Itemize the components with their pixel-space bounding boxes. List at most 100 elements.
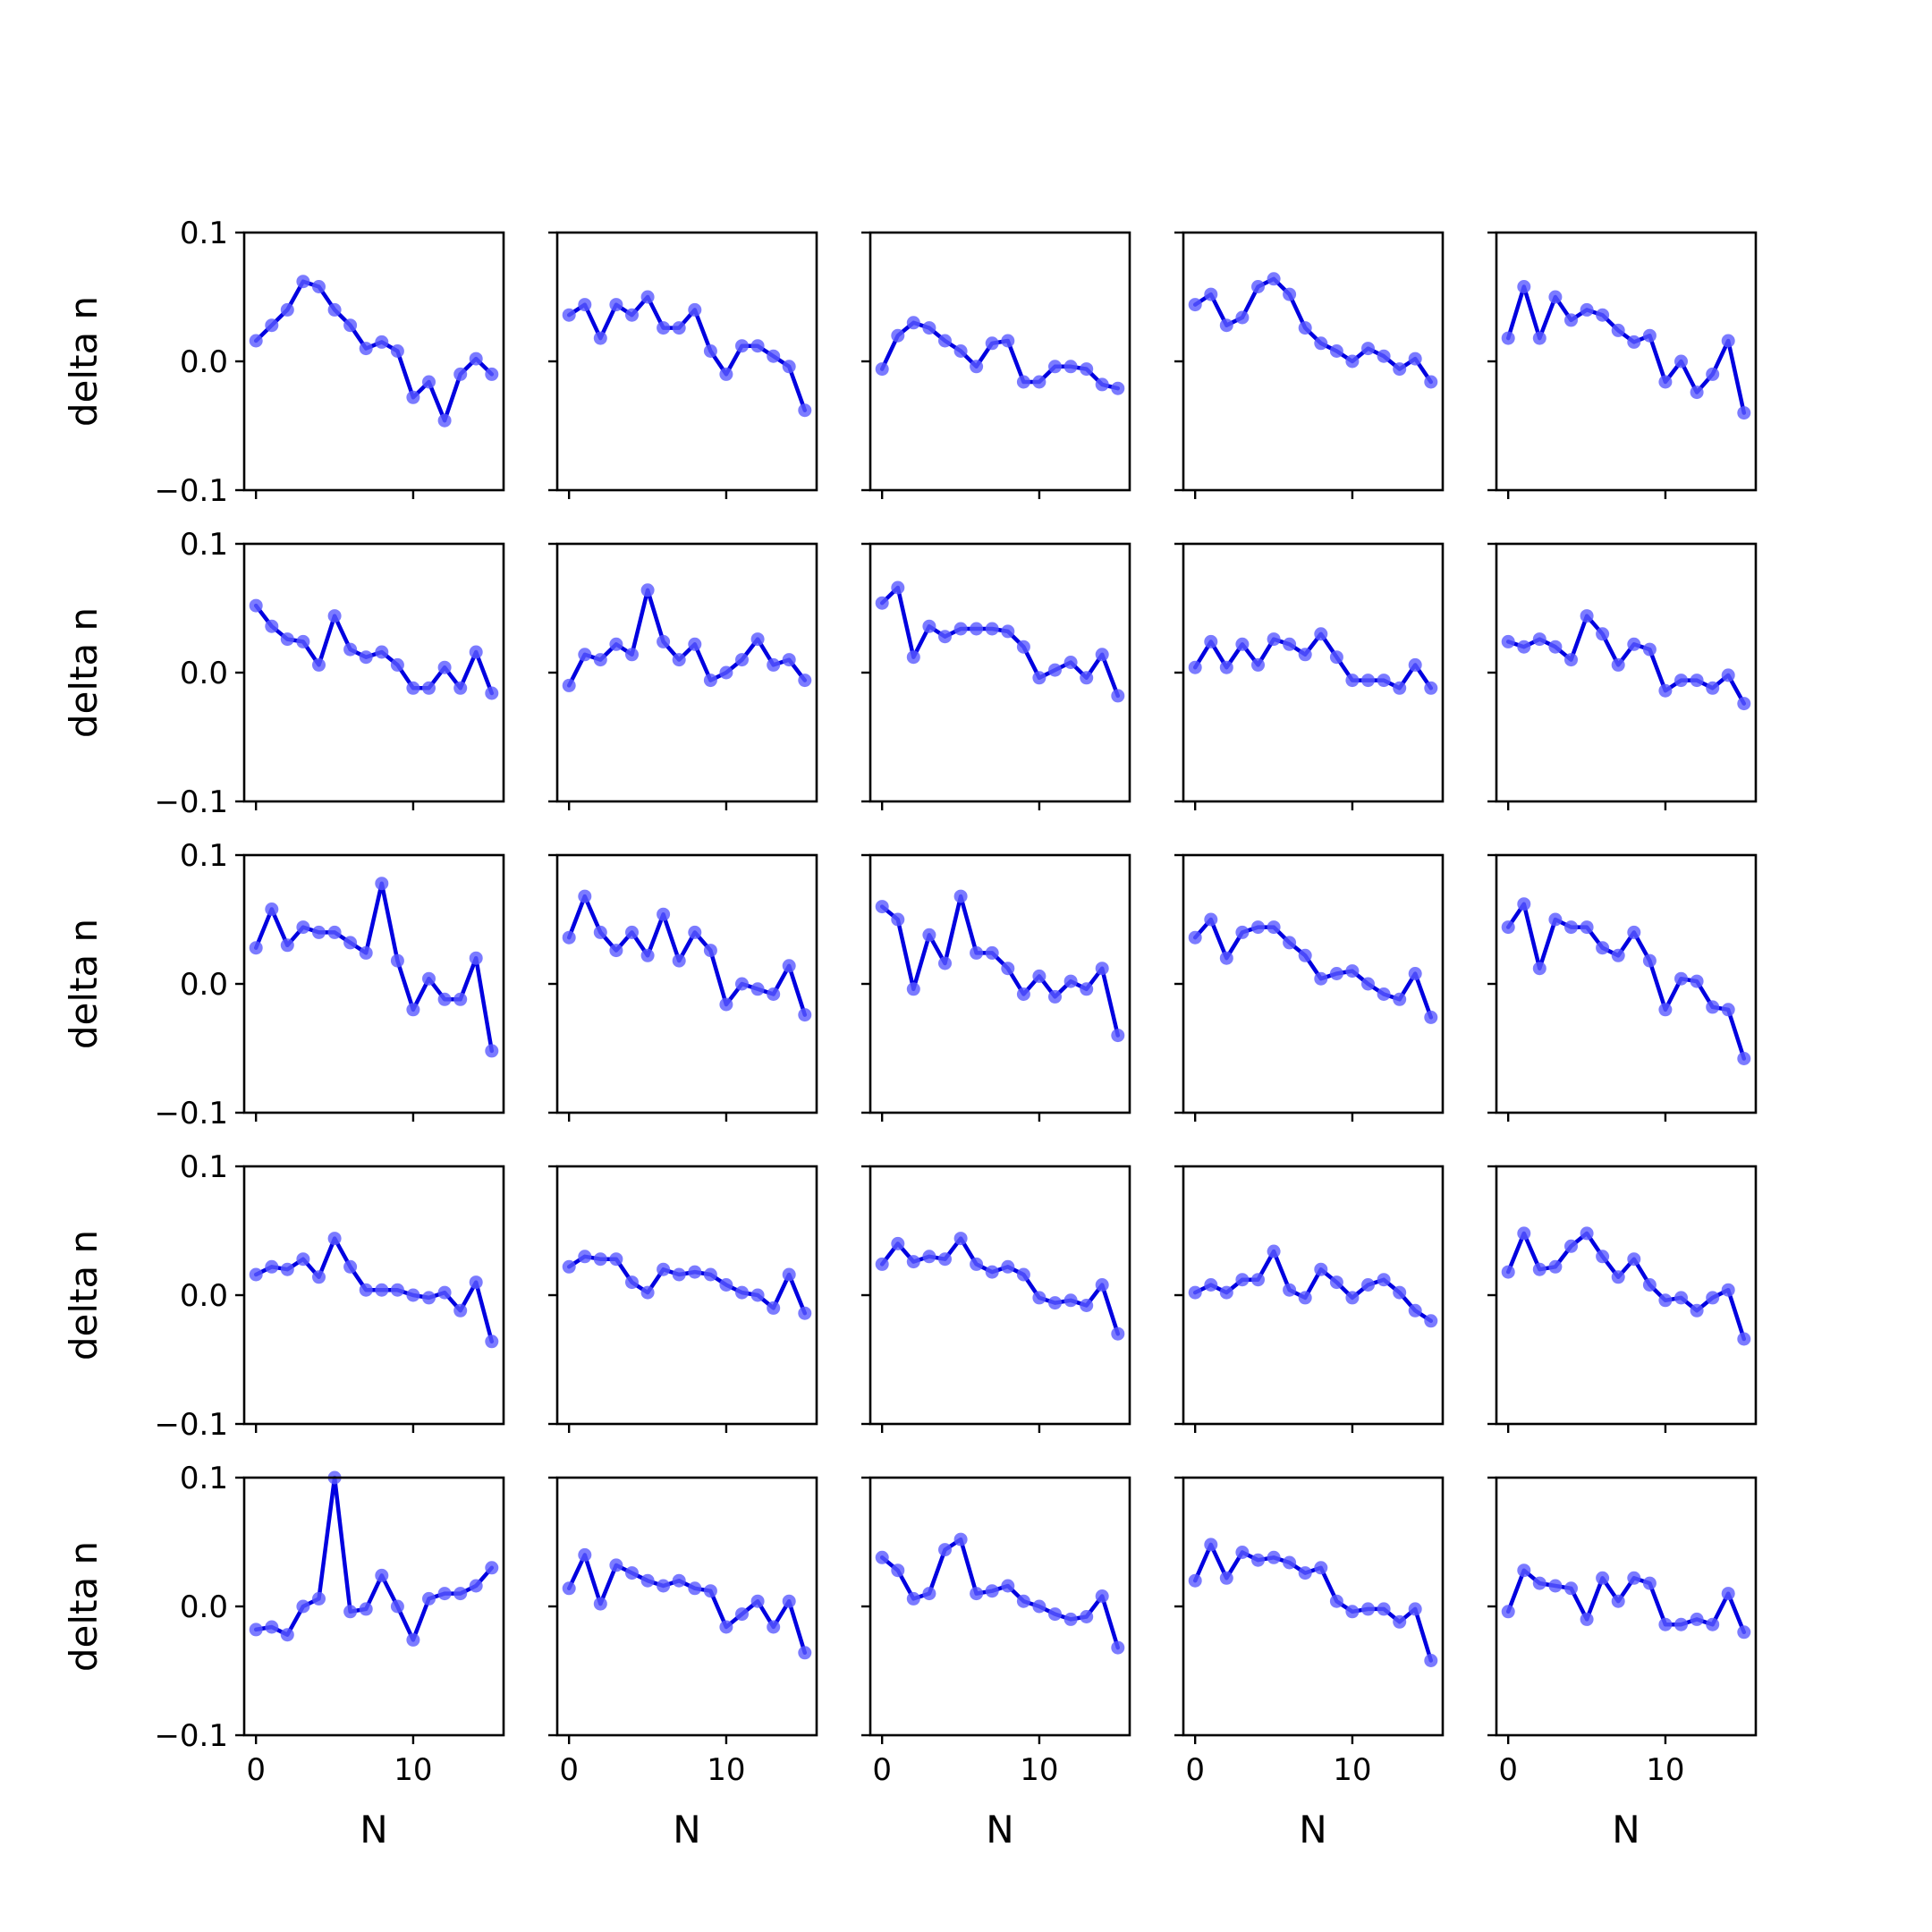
data-point — [422, 375, 436, 389]
data-point — [249, 941, 263, 955]
data-point — [1016, 1594, 1030, 1608]
data-point — [390, 1599, 404, 1614]
data-point — [672, 321, 686, 335]
data-point — [1314, 1561, 1328, 1575]
data-point — [1219, 318, 1233, 333]
data-point — [1580, 1226, 1594, 1241]
data-point — [875, 362, 889, 377]
data-point — [1219, 951, 1233, 965]
data-point — [609, 1558, 623, 1572]
data-point — [375, 335, 389, 349]
data-point — [249, 334, 263, 348]
data-point — [735, 1607, 749, 1622]
data-point — [1329, 967, 1343, 980]
data-point — [1532, 331, 1546, 345]
y-tick-label: 0.1 — [180, 1461, 228, 1496]
data-point — [406, 1632, 420, 1647]
subplot-r1-c2 — [548, 231, 818, 499]
axes-frame — [1495, 1476, 1758, 1737]
data-point — [1235, 310, 1250, 325]
data-point — [1048, 663, 1062, 677]
series-line — [253, 1236, 495, 1344]
data-point — [657, 1579, 671, 1593]
data-point — [1564, 313, 1578, 327]
data-point — [1188, 1573, 1202, 1588]
data-point — [922, 1250, 936, 1264]
data-point — [562, 1581, 576, 1596]
data-point — [359, 650, 373, 665]
data-point — [1393, 681, 1407, 695]
series-line — [253, 881, 495, 1054]
data-point — [1642, 328, 1657, 343]
data-point — [688, 637, 702, 651]
data-point — [1235, 637, 1250, 651]
series-line — [1192, 917, 1434, 1020]
data-point — [1658, 1003, 1673, 1017]
series-line — [879, 894, 1121, 1038]
subplot-r2-c5 — [1487, 542, 1758, 810]
data-point — [1674, 1617, 1688, 1631]
data-point — [1706, 1617, 1720, 1631]
data-point — [453, 681, 468, 695]
data-point — [782, 360, 796, 374]
x-tick-label: 0 — [1185, 1752, 1205, 1788]
series-line — [879, 320, 1121, 391]
data-point — [485, 367, 499, 381]
data-point — [1235, 1273, 1250, 1287]
data-point — [406, 681, 420, 695]
data-point — [1627, 335, 1641, 349]
data-point — [953, 344, 968, 358]
data-point — [1095, 1278, 1109, 1292]
data-point — [672, 953, 686, 968]
y-tick-label: 0.0 — [180, 1278, 228, 1314]
series-line — [253, 279, 495, 423]
axes-frame — [1182, 231, 1445, 492]
data-point — [875, 1550, 889, 1564]
data-point — [1611, 948, 1625, 962]
data-point — [672, 1573, 686, 1588]
subplot-r5-c4: 0 10N — [1174, 1476, 1445, 1852]
subplot-r3-c2 — [548, 853, 818, 1122]
data-point — [688, 1265, 702, 1279]
data-point — [640, 583, 655, 597]
subplot-r1-c3 — [861, 231, 1131, 499]
data-point — [296, 634, 310, 648]
data-point — [1658, 683, 1673, 698]
data-point — [1283, 287, 1297, 301]
axes-frame — [869, 1165, 1131, 1426]
y-tick-label: −0.1 — [154, 784, 228, 820]
data-point — [970, 622, 984, 636]
data-point — [767, 349, 781, 363]
y-tick-label: −0.1 — [154, 473, 228, 509]
data-point — [953, 889, 968, 903]
data-point — [1517, 897, 1531, 911]
data-point — [1314, 1262, 1328, 1276]
data-point — [312, 1270, 326, 1284]
data-point — [1642, 642, 1657, 657]
data-point — [1298, 948, 1312, 962]
axes-frame — [1182, 1476, 1445, 1737]
y-tick-label: 0.1 — [180, 216, 228, 251]
data-point — [1658, 1617, 1673, 1631]
subplot-r2-c1: −0.1 0.0 0.1 delta n — [62, 527, 505, 820]
data-point — [1204, 1278, 1218, 1292]
data-point — [1564, 1581, 1578, 1596]
series-line — [253, 603, 495, 696]
data-point — [1627, 1571, 1641, 1585]
data-point — [578, 1250, 592, 1264]
axes-frame — [242, 1476, 505, 1737]
data-point — [1267, 272, 1281, 286]
data-point — [719, 997, 733, 1012]
data-point — [280, 938, 294, 953]
data-point — [562, 930, 576, 945]
data-point — [750, 339, 765, 353]
data-point — [1251, 920, 1265, 935]
data-point — [1080, 362, 1094, 377]
x-tick-label: 0 — [1498, 1752, 1518, 1788]
data-point — [1032, 969, 1046, 983]
series-line — [1505, 614, 1747, 706]
data-point — [375, 1568, 389, 1582]
data-point — [1251, 1553, 1265, 1567]
data-point — [1219, 660, 1233, 674]
data-point — [1532, 1262, 1546, 1276]
